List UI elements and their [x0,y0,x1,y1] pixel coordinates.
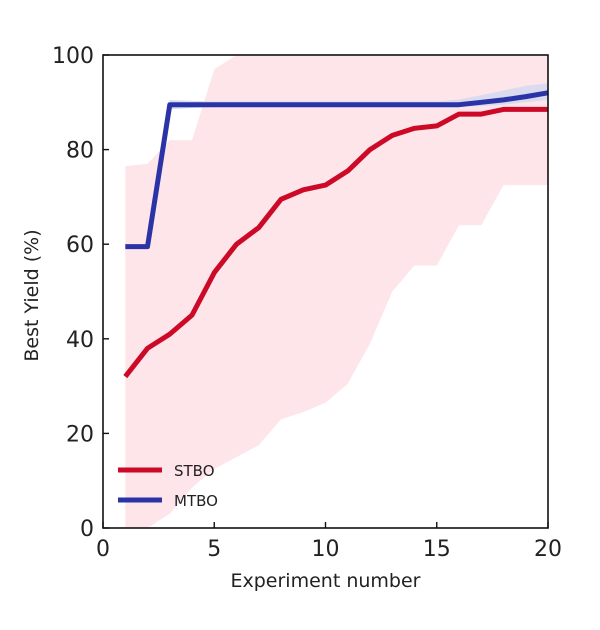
x-tick-label: 10 [312,537,340,562]
y-tick-label: 20 [66,422,94,447]
y-axis-label: Best Yield (%) [21,229,43,361]
line-mtbo [125,90,549,250]
y-tick-label: 100 [52,44,94,69]
series-lines [123,90,549,379]
x-axis-ticks: 0 5 10 15 20 [96,522,562,562]
x-tick-label: 5 [207,537,221,562]
line-stbo [123,106,548,379]
confidence-bands [125,55,549,528]
y-axis-ticks: 0 20 40 60 80 100 [52,44,109,542]
x-tick-label: 0 [96,537,110,562]
y-tick-label: 0 [80,517,94,542]
band-stbo [125,55,549,528]
x-tick-label: 15 [423,537,451,562]
x-axis-label: Experiment number [231,570,421,592]
y-tick-label: 60 [66,233,94,258]
y-tick-label: 80 [66,139,94,164]
x-tick-label: 20 [534,537,562,562]
legend: STBO MTBO [118,462,218,510]
y-tick-label: 40 [66,328,94,353]
legend-label-stbo: STBO [174,462,215,480]
legend-label-mtbo: MTBO [174,492,218,510]
